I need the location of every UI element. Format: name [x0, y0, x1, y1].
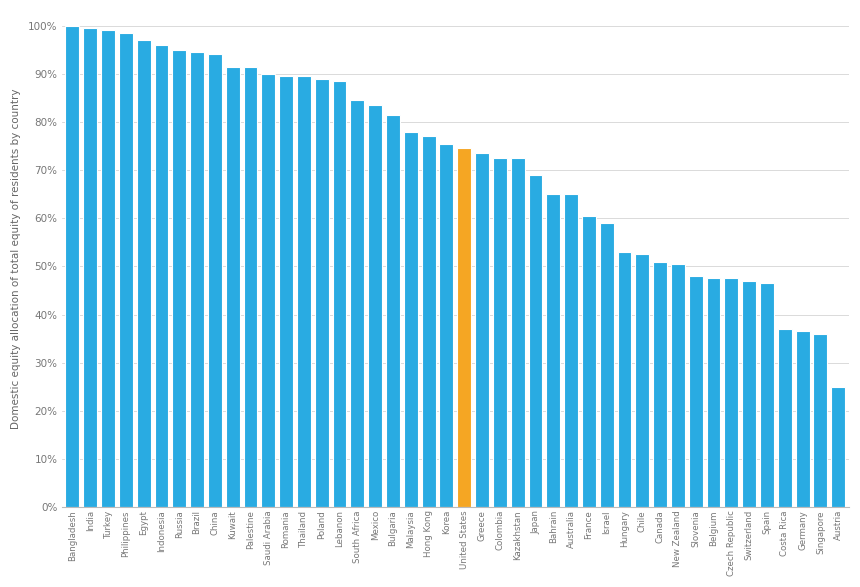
- Bar: [65, 26, 79, 507]
- Bar: [421, 136, 435, 507]
- Bar: [760, 284, 774, 507]
- Bar: [119, 33, 132, 507]
- Bar: [225, 66, 240, 507]
- Bar: [636, 254, 649, 507]
- Bar: [493, 158, 507, 507]
- Bar: [101, 31, 115, 507]
- Bar: [599, 223, 614, 507]
- Bar: [546, 194, 560, 507]
- Bar: [564, 194, 578, 507]
- Bar: [582, 216, 596, 507]
- Bar: [261, 74, 275, 507]
- Bar: [386, 114, 400, 507]
- Bar: [297, 76, 310, 507]
- Bar: [83, 28, 97, 507]
- Bar: [404, 131, 418, 507]
- Bar: [814, 334, 827, 507]
- Bar: [458, 149, 471, 507]
- Bar: [190, 52, 204, 507]
- Bar: [315, 79, 329, 507]
- Bar: [796, 332, 809, 507]
- Y-axis label: Domestic equity allocation of total equity of residents by country: Domestic equity allocation of total equi…: [11, 89, 22, 430]
- Bar: [439, 144, 453, 507]
- Bar: [653, 262, 667, 507]
- Bar: [475, 153, 489, 507]
- Bar: [832, 387, 845, 507]
- Bar: [777, 329, 792, 507]
- Bar: [368, 105, 382, 507]
- Bar: [742, 281, 756, 507]
- Bar: [511, 158, 525, 507]
- Bar: [280, 76, 293, 507]
- Bar: [155, 45, 169, 507]
- Bar: [208, 55, 222, 507]
- Bar: [724, 278, 738, 507]
- Bar: [350, 100, 365, 507]
- Bar: [243, 66, 257, 507]
- Bar: [333, 81, 347, 507]
- Bar: [529, 175, 543, 507]
- Bar: [707, 278, 721, 507]
- Bar: [172, 50, 187, 507]
- Bar: [617, 252, 631, 507]
- Bar: [689, 276, 703, 507]
- Bar: [137, 40, 150, 507]
- Bar: [671, 264, 685, 507]
